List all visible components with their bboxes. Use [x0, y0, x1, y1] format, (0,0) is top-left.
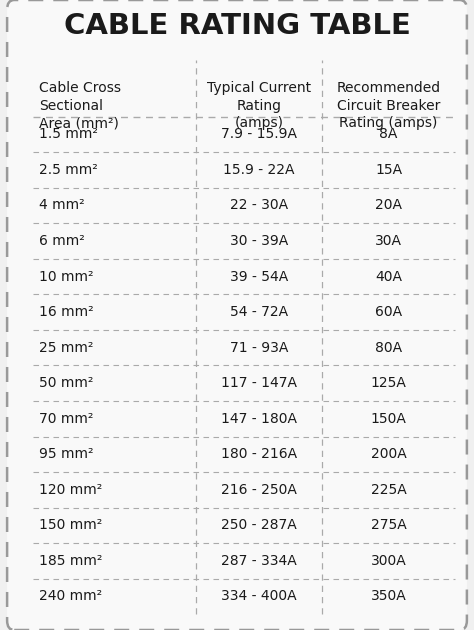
Text: 275A: 275A: [371, 518, 407, 532]
Text: 16 mm²: 16 mm²: [39, 305, 93, 319]
Text: 60A: 60A: [375, 305, 402, 319]
Text: 300A: 300A: [371, 554, 407, 568]
Text: 30 - 39A: 30 - 39A: [230, 234, 288, 248]
Text: 40A: 40A: [375, 270, 402, 284]
Text: Area (mm²): Area (mm²): [39, 117, 119, 130]
Text: 54 - 72A: 54 - 72A: [230, 305, 288, 319]
Text: Rating (amps): Rating (amps): [339, 117, 438, 130]
Text: Cable Cross: Cable Cross: [39, 81, 121, 95]
Text: 125A: 125A: [371, 376, 407, 390]
Text: 6 mm²: 6 mm²: [39, 234, 85, 248]
Text: 2.5 mm²: 2.5 mm²: [39, 163, 98, 177]
Text: 117 - 147A: 117 - 147A: [221, 376, 297, 390]
Text: 15.9 - 22A: 15.9 - 22A: [223, 163, 295, 177]
Text: 10 mm²: 10 mm²: [39, 270, 93, 284]
Text: 350A: 350A: [371, 590, 407, 604]
Text: Sectional: Sectional: [39, 99, 103, 113]
Text: 150 mm²: 150 mm²: [39, 518, 102, 532]
Text: 22 - 30A: 22 - 30A: [230, 198, 288, 212]
Text: 287 - 334A: 287 - 334A: [221, 554, 297, 568]
Text: 50 mm²: 50 mm²: [39, 376, 93, 390]
Text: 200A: 200A: [371, 447, 407, 461]
Text: 4 mm²: 4 mm²: [39, 198, 84, 212]
Text: Circuit Breaker: Circuit Breaker: [337, 99, 440, 113]
Text: 185 mm²: 185 mm²: [39, 554, 102, 568]
Text: 240 mm²: 240 mm²: [39, 590, 102, 604]
Text: 120 mm²: 120 mm²: [39, 483, 102, 497]
Text: 334 - 400A: 334 - 400A: [221, 590, 297, 604]
Text: 39 - 54A: 39 - 54A: [230, 270, 288, 284]
Text: 147 - 180A: 147 - 180A: [221, 412, 297, 426]
Text: 95 mm²: 95 mm²: [39, 447, 93, 461]
Text: 1.5 mm²: 1.5 mm²: [39, 127, 98, 141]
Text: Typical Current: Typical Current: [207, 81, 311, 95]
Text: 25 mm²: 25 mm²: [39, 341, 93, 355]
Text: 8A: 8A: [379, 127, 398, 141]
Text: 30A: 30A: [375, 234, 402, 248]
Text: Recommended: Recommended: [337, 81, 441, 95]
Text: 71 - 93A: 71 - 93A: [230, 341, 288, 355]
Text: 15A: 15A: [375, 163, 402, 177]
Text: 80A: 80A: [375, 341, 402, 355]
Text: Rating: Rating: [237, 99, 282, 113]
FancyBboxPatch shape: [7, 0, 467, 630]
Text: (amps): (amps): [234, 117, 283, 130]
Text: 216 - 250A: 216 - 250A: [221, 483, 297, 497]
Text: 7.9 - 15.9A: 7.9 - 15.9A: [221, 127, 297, 141]
Text: 180 - 216A: 180 - 216A: [221, 447, 297, 461]
Text: 150A: 150A: [371, 412, 407, 426]
Text: 225A: 225A: [371, 483, 407, 497]
Text: 250 - 287A: 250 - 287A: [221, 518, 297, 532]
Text: 20A: 20A: [375, 198, 402, 212]
Text: 70 mm²: 70 mm²: [39, 412, 93, 426]
Text: CABLE RATING TABLE: CABLE RATING TABLE: [64, 13, 410, 40]
